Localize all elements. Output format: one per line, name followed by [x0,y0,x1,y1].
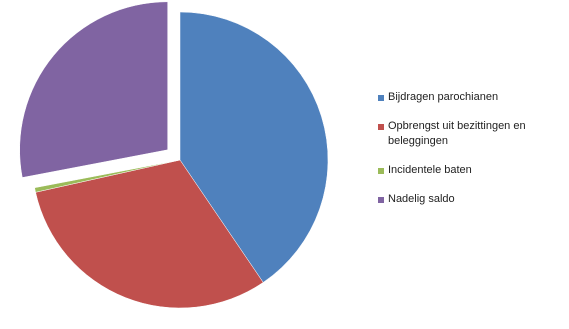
pie-slice [179,11,329,283]
legend-swatch [378,168,384,174]
pie-slice [34,159,181,193]
legend-item: Bijdragen parochianen [378,90,568,105]
legend-item: Opbrengst uit bezittingen en beleggingen [378,119,568,149]
legend-label: Opbrengst uit bezittingen en beleggingen [388,120,526,147]
chart [19,1,329,309]
legend-swatch [378,124,384,130]
legend-item: Nadelig saldo [378,192,568,207]
legend-item: Incidentele baten [378,163,568,178]
legend: Bijdragen parochianen Opbrengst uit bezit… [378,90,568,221]
pie-slice [35,159,264,309]
legend-label: Nadelig saldo [388,193,455,205]
legend-swatch [378,95,384,101]
legend-label: Bijdragen parochianen [388,91,499,103]
legend-label: Incidentele baten [388,164,472,176]
legend-swatch [378,197,384,203]
pie-slice [19,1,168,178]
